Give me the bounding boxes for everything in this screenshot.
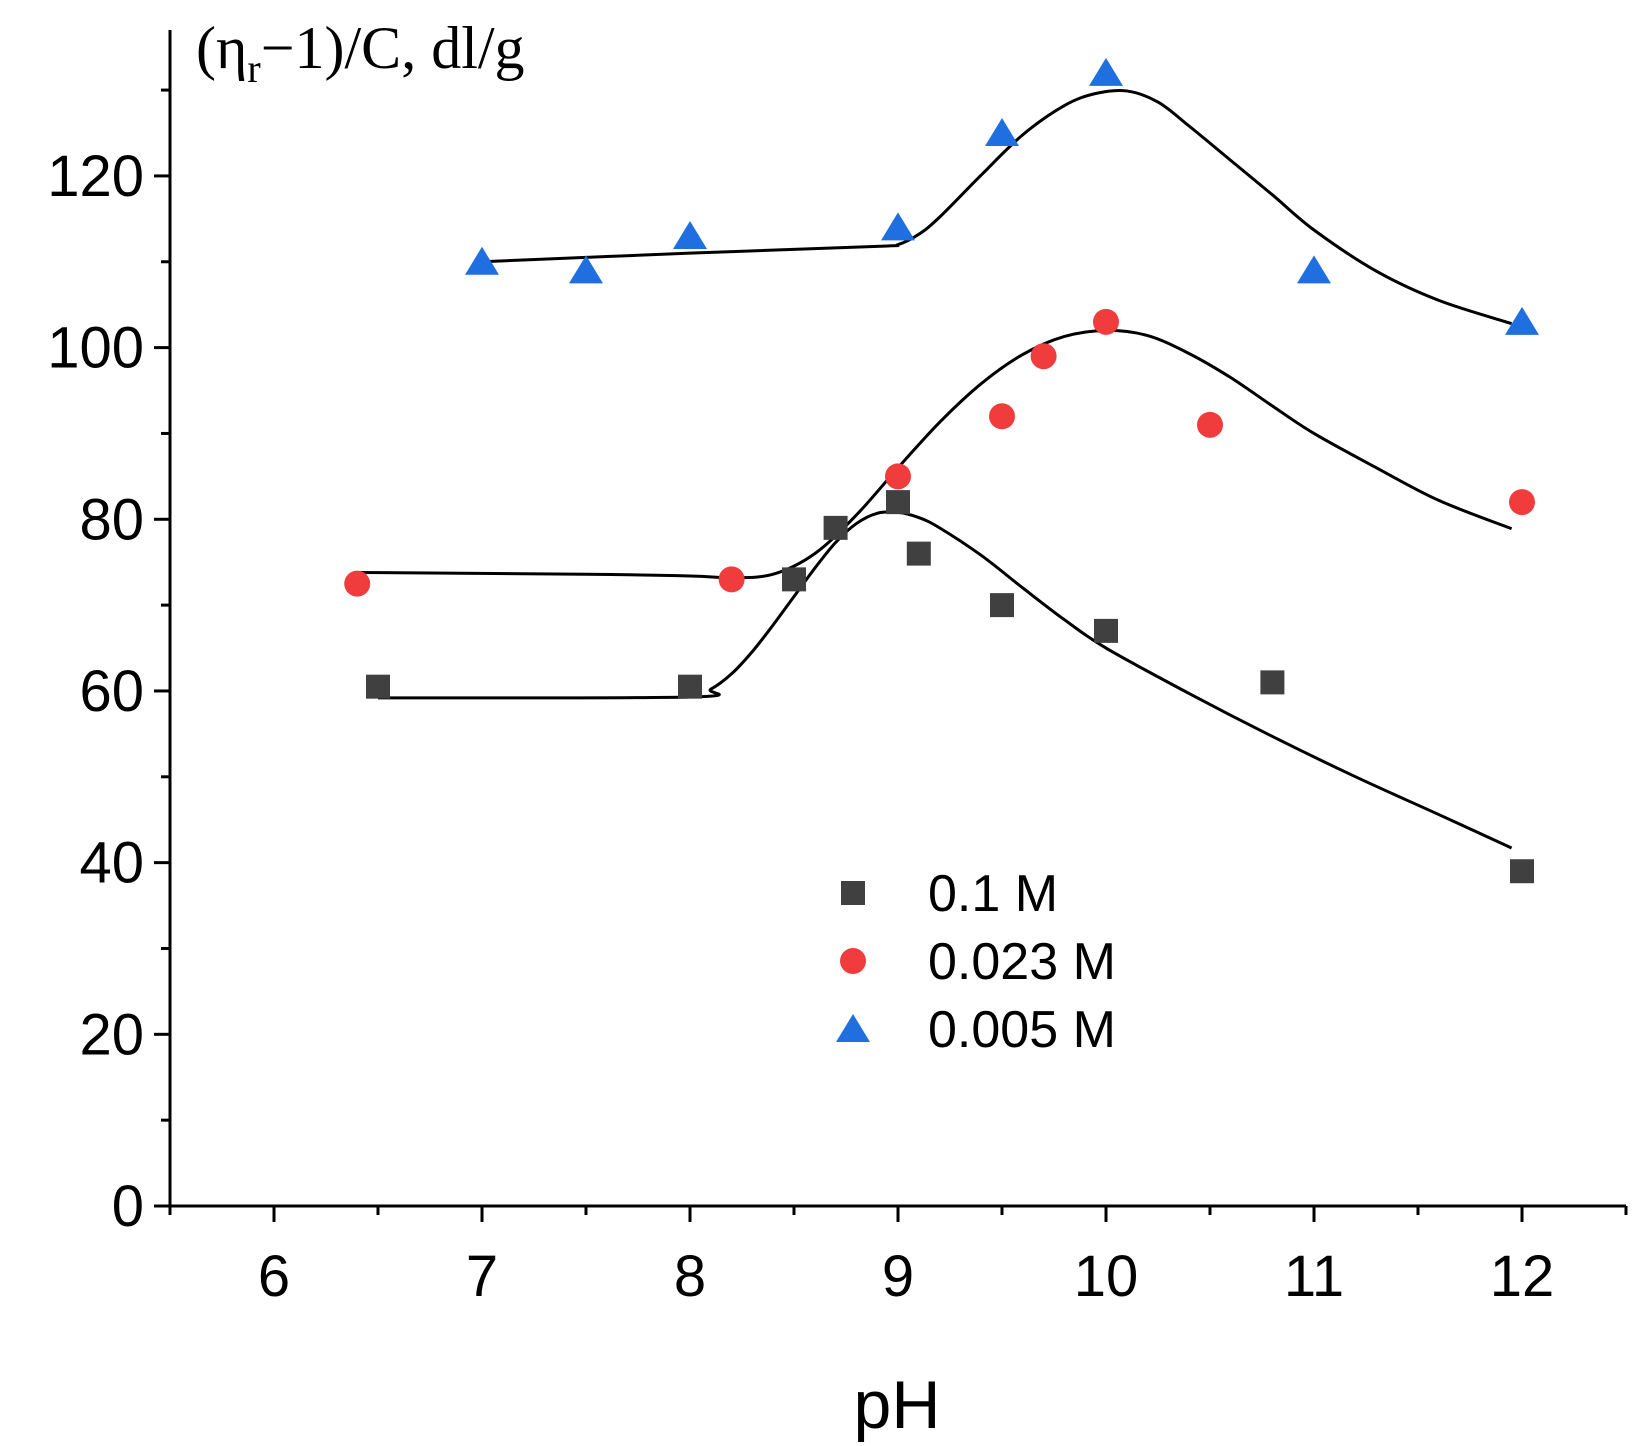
y-axis-label: (ηr−1)/C, dl/g: [196, 15, 525, 91]
data-point: [985, 118, 1019, 147]
data-point: [1260, 670, 1285, 695]
y-tick-label: 60: [79, 659, 144, 724]
legend-marker: [841, 881, 865, 905]
data-point: [1030, 343, 1057, 370]
fit-curve: [377, 510, 1513, 850]
data-point: [782, 567, 806, 592]
data-point: [1197, 411, 1223, 438]
data-point: [1089, 57, 1123, 86]
data-point: [885, 463, 911, 490]
legend-marker: [836, 1014, 870, 1042]
data-point: [569, 255, 603, 284]
legend: 0.1 M 0.023 M 0.005 M: [836, 865, 1116, 1059]
fit-curve: [481, 88, 1513, 326]
fit-curves: [357, 88, 1513, 850]
data-point: [906, 541, 931, 566]
fit-curve: [357, 328, 1513, 580]
data-points: [344, 57, 1539, 884]
data-point: [989, 403, 1015, 430]
y-axis-label-subscript: r: [247, 46, 260, 91]
y-tick-label: 100: [47, 316, 144, 381]
legend-label: 0.1 M: [928, 865, 1058, 923]
x-tick-label: 10: [1074, 1244, 1139, 1309]
y-tick-label: 40: [79, 831, 144, 896]
x-tick-label: 12: [1490, 1244, 1555, 1309]
y-tick-label: 20: [79, 1002, 144, 1067]
data-point: [718, 566, 745, 593]
data-point: [1509, 489, 1535, 516]
data-point: [344, 570, 371, 597]
data-point: [1510, 859, 1534, 884]
legend-marker: [840, 948, 866, 974]
x-tick-label: 9: [882, 1244, 914, 1309]
x-tick-label: 7: [466, 1244, 498, 1309]
data-point: [990, 593, 1014, 618]
data-point: [366, 674, 390, 699]
y-axis-label-prefix: (η: [196, 15, 247, 81]
data-point: [886, 490, 910, 515]
x-tick-label: 6: [258, 1244, 290, 1309]
data-point: [1505, 306, 1539, 335]
data-point: [465, 246, 499, 275]
x-tick-label: 8: [674, 1244, 706, 1309]
data-point: [881, 212, 915, 241]
x-tick-label: 11: [1284, 1244, 1344, 1309]
data-point: [1297, 255, 1331, 284]
legend-label: 0.023 M: [928, 933, 1116, 991]
data-point: [1094, 618, 1118, 643]
data-point: [678, 674, 702, 699]
y-tick-label: 80: [79, 487, 144, 552]
y-tick-label: 120: [47, 144, 144, 209]
data-point: [673, 221, 707, 250]
y-tick-label: 0: [112, 1174, 144, 1239]
data-point: [823, 515, 848, 540]
legend-label: 0.005 M: [928, 1001, 1116, 1059]
x-axis-label: pH: [854, 1367, 941, 1443]
y-axis-label-suffix: −1)/C, dl/g: [261, 15, 525, 81]
data-point: [1093, 308, 1119, 335]
